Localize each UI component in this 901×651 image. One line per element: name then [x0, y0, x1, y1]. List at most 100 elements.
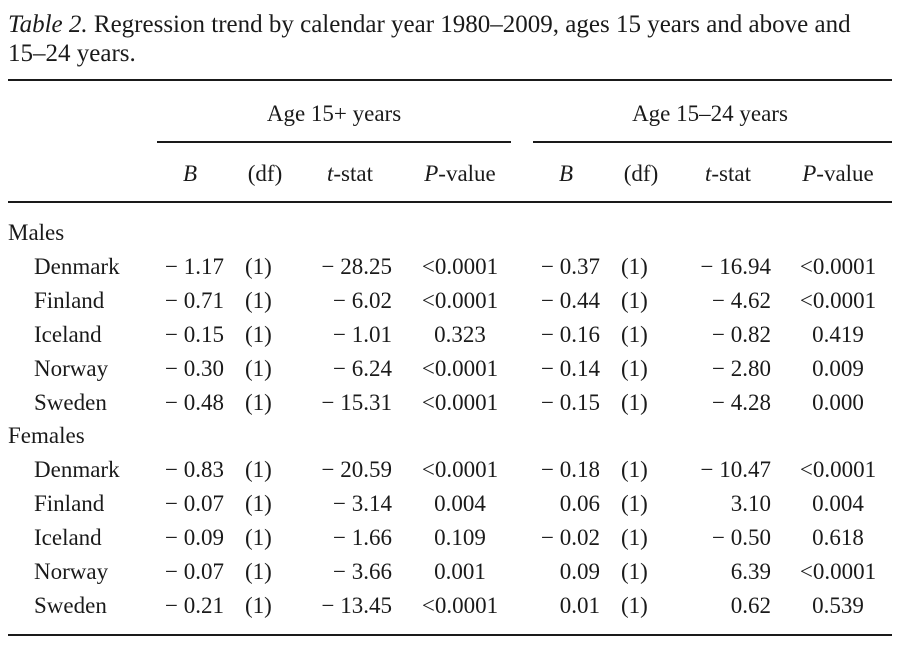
country-cell: Denmark — [34, 457, 120, 483]
country-cell: Finland — [34, 287, 105, 313]
pvalue-cell-15-24: <0.0001 — [799, 559, 877, 584]
top-rule — [8, 79, 892, 81]
col-header-df-1: (df) — [247, 161, 283, 186]
group-rule-15-24 — [533, 141, 892, 143]
group-header-15plus: Age 15+ years — [266, 101, 402, 126]
tstat-cell-15plus: − 20.59 — [321, 457, 392, 483]
tstat-cell-15-24: − 0.82 — [712, 321, 771, 347]
df-cell-15plus: (1) — [245, 389, 272, 415]
pvalue-cell-15-24: <0.0001 — [799, 287, 877, 313]
df-cell-15-24: (1) — [621, 491, 648, 517]
group-rule-15plus — [157, 141, 511, 143]
tstat-cell-15plus: − 1.01 — [333, 321, 392, 347]
pvalue-cell-15plus: <0.0001 — [421, 253, 499, 279]
b-cell-15plus: − 0.71 — [165, 287, 224, 313]
b-cell-15plus: − 0.48 — [165, 389, 224, 415]
tstat-cell-15plus: − 28.25 — [321, 253, 392, 279]
country-cell: Iceland — [34, 525, 102, 551]
pvalue-cell-15-24: 0.539 — [812, 592, 864, 618]
pvalue-cell-15plus: <0.0001 — [421, 287, 499, 313]
caption-text: Regression trend by calendar year 1980–2… — [8, 11, 851, 67]
b-cell-15plus: − 0.21 — [165, 592, 224, 618]
b-cell-15plus: − 0.15 — [165, 321, 224, 347]
b-cell-15plus: − 0.09 — [165, 525, 224, 551]
tstat-cell-15plus: − 6.24 — [333, 355, 392, 381]
df-cell-15plus: (1) — [245, 559, 272, 584]
tstat-cell-15plus: − 3.14 — [333, 491, 392, 517]
pvalue-cell-15-24: 0.009 — [812, 355, 864, 381]
b-cell-15-24: − 0.02 — [541, 525, 600, 551]
col-header-pvalue-2: P-value — [802, 161, 874, 186]
df-cell-15plus: (1) — [245, 457, 272, 483]
df-cell-15-24: (1) — [621, 389, 648, 415]
tstat-cell-15-24: − 4.28 — [712, 389, 771, 415]
tstat-cell-15-24: − 0.50 — [712, 525, 771, 551]
tstat-cell-15-24: − 2.80 — [712, 355, 771, 381]
b-cell-15-24: − 0.44 — [541, 287, 600, 313]
b-cell-15-24: 0.09 — [559, 559, 600, 584]
b-cell-15-24: − 0.16 — [541, 321, 600, 347]
b-cell-15-24: − 0.14 — [541, 355, 600, 381]
tstat-cell-15plus: − 3.66 — [333, 559, 392, 584]
col-header-tstat-1: t-stat — [327, 161, 373, 186]
df-cell-15-24: (1) — [621, 321, 648, 347]
b-cell-15plus: − 1.17 — [165, 253, 224, 279]
tstat-cell-15-24: − 10.47 — [700, 457, 771, 483]
b-cell-15plus: − 0.30 — [165, 355, 224, 381]
pvalue-cell-15plus: 0.109 — [434, 525, 486, 551]
df-cell-15plus: (1) — [245, 355, 272, 381]
section-label: Males — [8, 220, 65, 245]
group-header-15-24: Age 15–24 years — [632, 101, 788, 126]
df-cell-15plus: (1) — [245, 253, 272, 279]
pvalue-cell-15plus: 0.001 — [434, 559, 486, 584]
country-cell: Denmark — [34, 253, 120, 279]
pvalue-cell-15-24: 0.618 — [812, 525, 864, 551]
country-cell: Iceland — [34, 321, 102, 347]
b-cell-15-24: − 0.37 — [541, 253, 600, 279]
df-cell-15plus: (1) — [245, 592, 272, 618]
pvalue-cell-15-24: <0.0001 — [799, 253, 877, 279]
df-cell-15plus: (1) — [245, 491, 272, 517]
tstat-cell-15plus: − 1.66 — [333, 525, 392, 551]
b-cell-15-24: 0.06 — [559, 491, 600, 517]
df-cell-15-24: (1) — [621, 287, 648, 313]
df-cell-15-24: (1) — [621, 592, 648, 618]
pvalue-cell-15plus: <0.0001 — [421, 355, 499, 381]
pvalue-cell-15-24: 0.000 — [812, 389, 864, 415]
country-cell: Norway — [34, 559, 109, 584]
df-cell-15-24: (1) — [621, 253, 648, 279]
b-cell-15-24: − 0.15 — [541, 389, 600, 415]
df-cell-15-24: (1) — [621, 355, 648, 381]
country-cell: Sweden — [34, 592, 107, 618]
pvalue-cell-15-24: 0.419 — [812, 321, 864, 347]
pvalue-cell-15plus: <0.0001 — [421, 592, 499, 618]
table-label: Table 2. — [8, 11, 88, 38]
b-cell-15plus: − 0.07 — [165, 559, 224, 584]
pvalue-cell-15-24: <0.0001 — [799, 457, 877, 483]
df-cell-15plus: (1) — [245, 321, 272, 347]
pvalue-cell-15plus: 0.323 — [434, 321, 486, 347]
df-cell-15plus: (1) — [245, 525, 272, 551]
tstat-cell-15-24: − 4.62 — [712, 287, 771, 313]
b-cell-15-24: 0.01 — [559, 592, 600, 618]
pvalue-cell-15-24: 0.004 — [812, 491, 864, 517]
col-header-df-2: (df) — [623, 161, 659, 186]
tstat-cell-15plus: − 15.31 — [321, 389, 392, 415]
pvalue-cell-15plus: <0.0001 — [421, 457, 499, 483]
table-caption: Table 2. Regression trend by calendar ye… — [8, 10, 892, 68]
df-cell-15-24: (1) — [621, 559, 648, 584]
section-label: Females — [8, 423, 85, 449]
col-header-pvalue-1: P-value — [424, 161, 496, 186]
df-cell-15-24: (1) — [621, 457, 648, 483]
pvalue-cell-15plus: 0.004 — [434, 491, 486, 517]
bottom-rule — [8, 634, 892, 636]
b-cell-15plus: − 0.07 — [165, 491, 224, 517]
col-header-tstat-2: t-stat — [705, 161, 751, 186]
tstat-cell-15-24: 3.10 — [730, 491, 771, 517]
country-cell: Norway — [34, 355, 109, 381]
country-cell: Sweden — [34, 389, 107, 415]
tstat-cell-15plus: − 13.45 — [321, 592, 392, 618]
col-header-b-1: B — [182, 161, 198, 186]
country-cell: Finland — [34, 491, 105, 517]
pvalue-cell-15plus: <0.0001 — [421, 389, 499, 415]
